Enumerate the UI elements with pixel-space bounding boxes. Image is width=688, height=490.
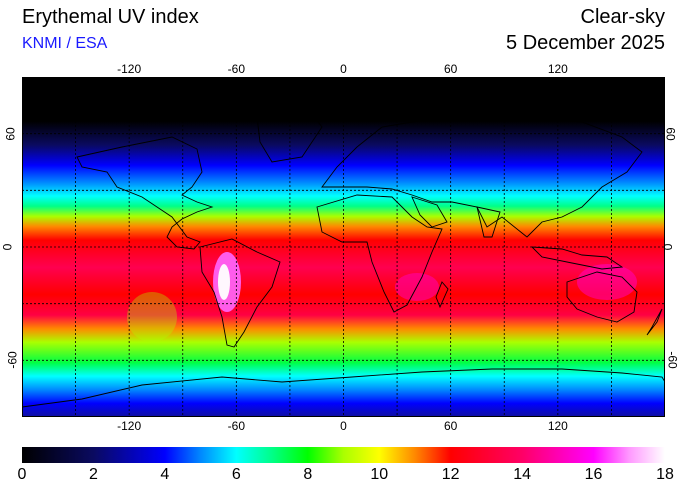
- longitude-tick-label: -120: [117, 419, 142, 433]
- date-label: 5 December 2025: [506, 32, 665, 54]
- uv-lowspot-pacific: [127, 292, 177, 342]
- coastline-africa: [316, 194, 443, 313]
- coastline-india: [476, 206, 501, 238]
- latitude-tick-label: 60: [663, 126, 678, 141]
- colorbar-tick-label: 4: [160, 466, 170, 483]
- coastline-new-zealand: [646, 308, 663, 336]
- longitude-tick-label: -60: [227, 419, 245, 433]
- colorbar-tick-label: 8: [303, 466, 313, 483]
- colorbar-tick-label: 14: [513, 466, 532, 483]
- colorbar-tick-label: 6: [231, 466, 241, 483]
- longitude-tick-label: -120: [117, 62, 142, 76]
- colorbar-tick-label: 10: [370, 466, 389, 483]
- latitude-tick-label: -60: [5, 351, 20, 369]
- latitude-tick-label: 60: [3, 126, 18, 141]
- coastline-eurasia: [321, 116, 643, 238]
- longitude-tick-label: 60: [443, 62, 458, 76]
- longitude-tick-label: 0: [340, 419, 347, 433]
- coastline-australia: [566, 271, 638, 323]
- longitude-tick-label: 0: [340, 62, 347, 76]
- uv-hotspot-andes-peak: [218, 264, 230, 300]
- longitude-tick-label: -60: [227, 62, 245, 76]
- coastline-madagascar: [435, 281, 449, 309]
- longitude-tick-label: 60: [443, 419, 458, 433]
- longitude-tick-label: 120: [547, 62, 568, 76]
- colorbar-tick-label: 12: [441, 466, 460, 483]
- colorbar-tick-label: 0: [17, 466, 27, 483]
- map-frame: [22, 77, 665, 417]
- colorbar-fill: [22, 447, 665, 463]
- colorbar-tick-label: 2: [88, 466, 98, 483]
- graticule: [22, 77, 665, 417]
- colorbar-tick-label: 18: [656, 466, 674, 483]
- uv-map: [22, 77, 665, 417]
- latitude-tick-label: 0: [0, 243, 15, 251]
- coastline-greenland: [256, 106, 323, 163]
- coastline-indonesia: [530, 246, 624, 270]
- coastline-antarctica: [22, 368, 665, 408]
- map-title: Erythemal UV index: [22, 6, 199, 28]
- coastlines: [22, 106, 665, 408]
- coastline-north-america: [76, 136, 214, 250]
- sky-mode-label: Clear-sky: [580, 6, 665, 28]
- latitude-tick-label: -60: [665, 351, 680, 369]
- longitude-tick-label: 120: [547, 419, 568, 433]
- coastline-arabia: [411, 196, 448, 228]
- uv-colorbar: [22, 447, 665, 463]
- uv-map-canvas: [22, 77, 665, 417]
- colorbar-tick-label: 16: [584, 466, 603, 483]
- uv-hotspot-australia: [577, 264, 637, 300]
- coastline-south-america: [199, 238, 281, 348]
- data-credit: KNMI / ESA: [22, 35, 108, 52]
